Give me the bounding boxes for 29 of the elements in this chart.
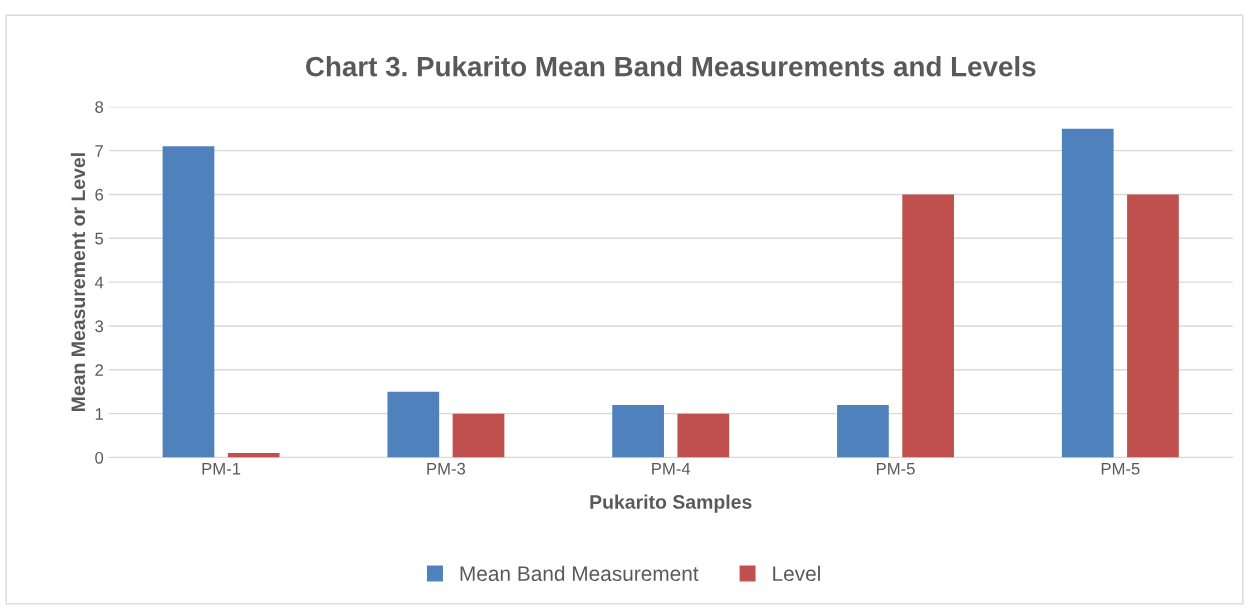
- x-tick-label: PM-5: [876, 462, 915, 475]
- y-tick-label: 4: [94, 276, 104, 289]
- y-axis-title: Mean Measurement or Level: [70, 153, 86, 412]
- y-tick-label: 1: [95, 408, 103, 420]
- y-tick-label: 3: [95, 320, 104, 333]
- bar: [1061, 128, 1114, 458]
- x-tick-label: PM-5: [1101, 462, 1140, 475]
- bar: [612, 404, 664, 458]
- bar: [1127, 194, 1179, 458]
- y-tick-label: 5: [95, 232, 104, 245]
- y-tick-label: 8: [95, 101, 104, 113]
- x-tick-label: PM-3: [427, 462, 466, 475]
- bar: [162, 146, 215, 458]
- x-tick-label: PM-4: [652, 462, 691, 475]
- x-axis-title: Pukarito Samples: [590, 494, 752, 513]
- bar: [452, 413, 505, 458]
- legend-label: Level: [773, 565, 820, 582]
- y-tick-label: 6: [95, 188, 104, 201]
- x-tick-label: PM-1: [202, 462, 241, 475]
- chart-title: Chart 3. Pukarito Mean Band Measurements and Levels: [306, 56, 1036, 77]
- y-tick-label: 2: [95, 364, 103, 376]
- y-tick-label: 0: [95, 451, 104, 464]
- bar: [387, 391, 440, 458]
- legend-label: Mean Band Measurement: [460, 565, 699, 582]
- bar: [677, 413, 730, 458]
- bar: [837, 404, 889, 458]
- y-tick-label: 7: [95, 145, 103, 157]
- bar: [227, 453, 280, 458]
- bar: [902, 194, 954, 458]
